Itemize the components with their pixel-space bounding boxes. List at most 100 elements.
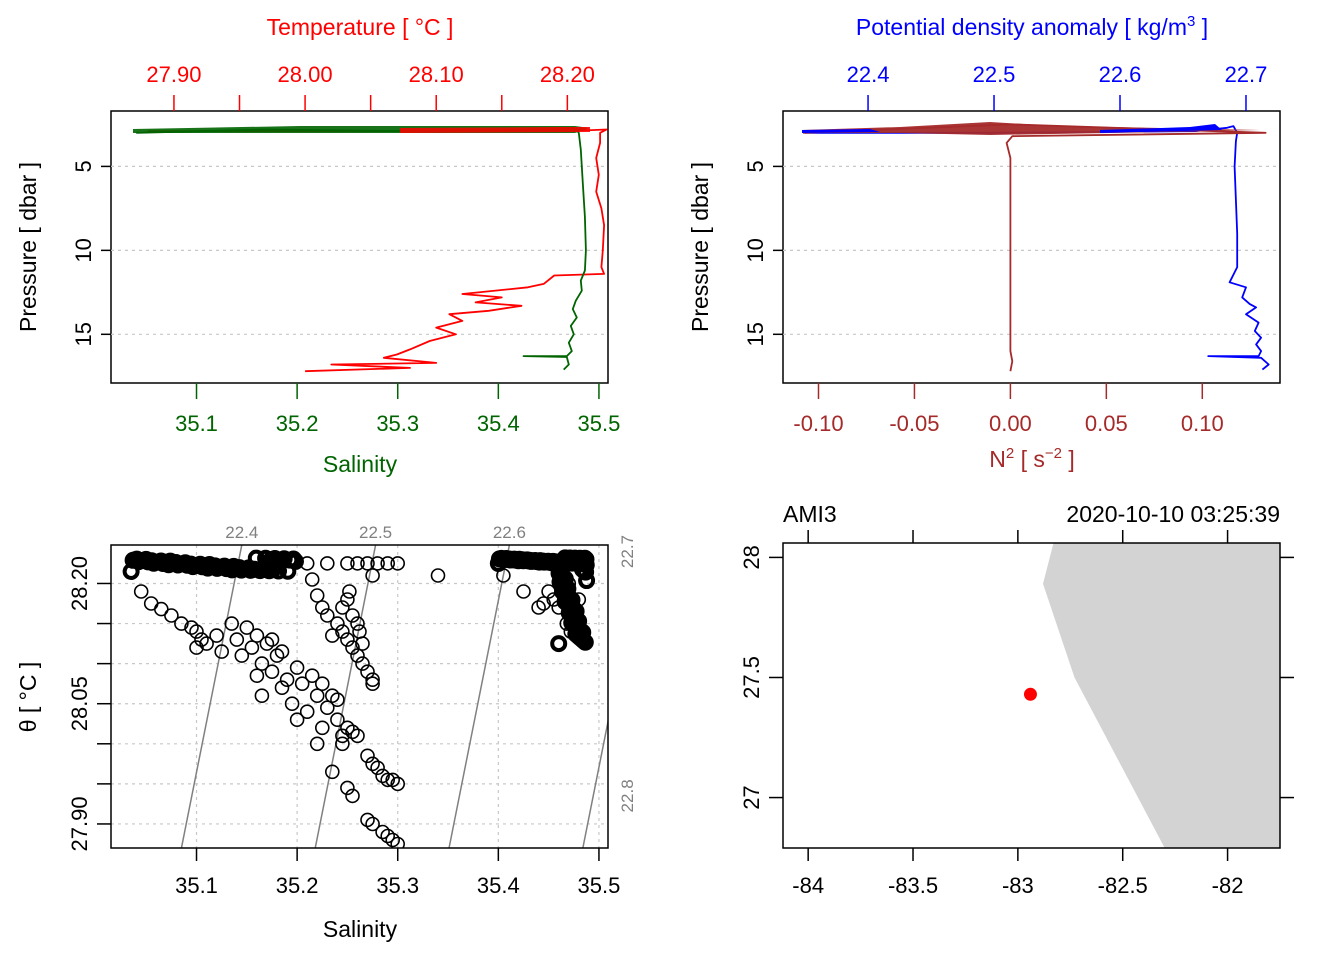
surface-band-density-right <box>1100 124 1222 133</box>
scatter-point <box>335 736 350 752</box>
scatter-point <box>154 601 169 617</box>
y-tick-label: 10 <box>71 238 96 262</box>
grid-lines <box>783 165 1280 335</box>
scatter-point <box>335 600 350 615</box>
x-top-tick-label: 22.5 <box>973 62 1016 87</box>
scatter-point <box>145 554 163 572</box>
x-tick-label: 0.05 <box>1085 411 1128 436</box>
scatter-point <box>324 764 340 780</box>
scatter-point <box>571 550 589 568</box>
scatter-point <box>563 614 581 632</box>
x-tick-label: 35.2 <box>276 873 319 898</box>
scatter-point <box>390 556 406 571</box>
scatter-point <box>360 664 375 680</box>
y-axis-title: θ [ °C ] <box>15 662 41 733</box>
y-tick-label: 5 <box>743 160 768 172</box>
scatter-point <box>269 648 285 663</box>
y-tick-label: 28 <box>739 545 764 569</box>
scatter-point <box>324 688 340 704</box>
scatter-point <box>551 573 569 591</box>
plot-frame <box>110 110 609 384</box>
series-line-salinity <box>136 126 587 371</box>
scatter-point <box>509 552 527 570</box>
scatter-point <box>430 568 446 583</box>
scatter-point <box>184 620 199 635</box>
scatter-point <box>350 728 365 744</box>
scatter-point <box>289 712 305 728</box>
x-tick-label: 35.1 <box>175 411 218 436</box>
scatter-point <box>264 664 280 680</box>
x-tick-label: 0.00 <box>989 411 1032 436</box>
x-tick-label: 35.4 <box>477 873 520 898</box>
scatter-point <box>370 556 385 571</box>
scatter-points <box>122 549 596 848</box>
scatter-point <box>223 561 241 579</box>
y-tick-label: 15 <box>71 322 96 346</box>
surface-band-density-left <box>802 129 880 133</box>
scatter-point <box>262 551 280 569</box>
scatter-point <box>340 780 355 796</box>
scatter-point <box>550 564 568 582</box>
y-axis-title: Pressure [ dbar ] <box>15 162 41 332</box>
scatter-point <box>208 559 226 577</box>
x-tick-label: -82 <box>1212 873 1244 898</box>
map-axes: -84 -83.5 -83 -82.5 -82 27 27.5 28 <box>739 530 1294 898</box>
isopycnal-label: 22.8 <box>618 779 637 812</box>
scatter-point <box>375 824 390 840</box>
x-tick-label: 35.4 <box>477 411 520 436</box>
x-axis-bottom-title: N2 [ s−2 ] <box>989 445 1075 472</box>
scatter-point <box>234 648 250 663</box>
scatter-point <box>309 588 325 603</box>
y-tick-label: 27.90 <box>67 796 92 851</box>
x-top-tick-label: 28.20 <box>540 62 595 87</box>
scatter-point <box>541 584 556 599</box>
scatter-point <box>259 636 275 651</box>
scatter-point <box>232 561 250 579</box>
scatter-point <box>365 676 380 692</box>
y-axis-pressure: 5 10 15 <box>743 160 783 347</box>
scatter-point <box>330 616 345 631</box>
y-axis-title: Pressure [ dbar ] <box>687 162 713 332</box>
series-line-temperature <box>147 128 608 373</box>
scatter-point <box>160 556 178 574</box>
scatter-point <box>304 668 320 684</box>
x-tick-label: 35.3 <box>376 873 419 898</box>
scatter-point <box>299 556 315 571</box>
scatter-point <box>380 556 396 571</box>
isopycnal-label: 22.6 <box>493 523 526 542</box>
y-tick-label: 5 <box>71 160 96 172</box>
scatter-point <box>385 832 401 848</box>
scatter-point <box>350 616 365 631</box>
scatter-point <box>390 836 405 848</box>
x-top-tick-label: 22.4 <box>847 62 890 87</box>
station-time: 2020-10-10 03:25:39 <box>1066 501 1280 527</box>
scatter-point <box>375 768 390 784</box>
scatter-point <box>551 557 569 575</box>
scatter-point <box>550 635 568 653</box>
scatter-point <box>324 628 340 643</box>
scatter-point <box>569 608 585 623</box>
surface-band-temperature <box>400 127 590 133</box>
scatter-point <box>164 608 179 623</box>
y-axis-theta: 27.90 28.05 28.20 <box>67 556 111 851</box>
scatter-point <box>365 756 380 772</box>
isopycnal-line <box>314 545 377 848</box>
scatter-point <box>563 624 579 639</box>
scatter-point <box>309 688 325 704</box>
scatter-point <box>249 668 265 684</box>
scatter-point <box>335 624 350 639</box>
scatter-point <box>254 656 270 671</box>
coastline-land <box>1043 543 1280 848</box>
x-tick-label: -83.5 <box>888 873 938 898</box>
x-tick-label: 35.5 <box>578 873 621 898</box>
scatter-point <box>209 628 224 643</box>
series-group <box>133 126 608 373</box>
scatter-point <box>573 560 591 578</box>
panel-temperature-salinity-profile: 5 10 15 35.1 35.2 35.3 35.4 35.5 27.90 28.00 28.… <box>15 14 620 477</box>
x-axis-top-title: Temperature [ °C ] <box>267 14 454 40</box>
y-tick-label: 10 <box>743 238 768 262</box>
scatter-point <box>350 648 365 663</box>
x-tick-label: 35.3 <box>376 411 419 436</box>
scatter-point <box>199 559 217 577</box>
